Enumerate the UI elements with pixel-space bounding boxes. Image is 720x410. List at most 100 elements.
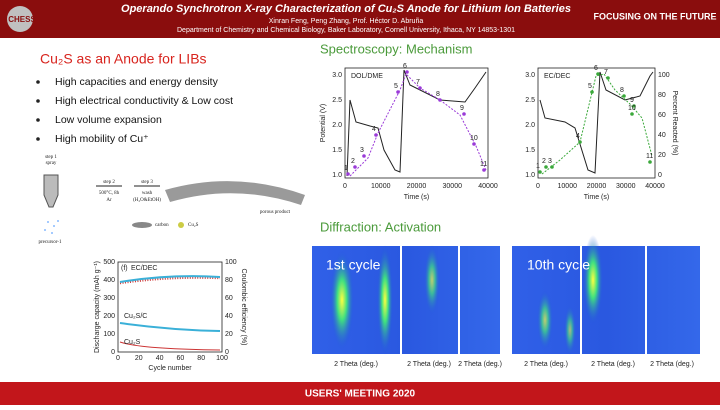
tick-label: 0 (225, 349, 229, 356)
bullet-dot (36, 99, 40, 103)
point-label: 9 (630, 97, 634, 104)
logo-mark (7, 6, 33, 32)
tick-label: 20 (135, 355, 143, 362)
tick-label: 80 (658, 92, 666, 99)
axis-label: 2 Theta (deg.) (334, 361, 378, 368)
cycling-cap3 (119, 341, 221, 351)
point-label: 10 (470, 135, 478, 142)
tick-label: 1.0 (525, 172, 535, 179)
tick-label: 100 (216, 355, 228, 362)
tick-label: 100 (103, 331, 115, 338)
point-label: 5 (588, 83, 592, 90)
tick-label: 20 (658, 152, 666, 159)
bullet-dot (36, 118, 40, 122)
affiliation: Department of Chemistry and Chemical Bio… (177, 27, 515, 34)
point (353, 165, 357, 169)
point (578, 140, 582, 144)
tick-label: 80 (197, 355, 205, 362)
point (632, 104, 636, 108)
axis-label: Time (s) (404, 194, 429, 201)
tick-label: 0 (343, 183, 347, 190)
point-label: 3 (360, 147, 364, 154)
tick-label: 40 (225, 313, 233, 320)
tick-label: 100 (658, 72, 670, 79)
bullet: Low volume expansion (55, 114, 162, 126)
tick-label: 30000 (616, 183, 636, 190)
point-label: 1 (344, 165, 348, 172)
point (482, 168, 486, 172)
plot-axes (344, 67, 489, 179)
potential-curve (539, 71, 654, 174)
series-label: Cu₂S (124, 339, 141, 346)
tick-label: 1.0 (332, 172, 342, 179)
axis-label: 2 Theta (deg.) (524, 361, 568, 368)
tagline: FOCUSING ON THE FUTURE (594, 11, 717, 21)
point-label: 11 (646, 153, 653, 160)
point-label: 3 (548, 158, 552, 165)
point-label: 8 (620, 87, 624, 94)
tick-label: 40 (156, 355, 164, 362)
panel-label: (f) (121, 265, 128, 272)
bullet-dot (36, 80, 40, 84)
point-label: 2 (351, 158, 355, 165)
bullet: High capacities and energy density (55, 76, 219, 88)
point (538, 170, 542, 174)
point-label: 5 (394, 83, 398, 90)
axis-label: Potential (V) (320, 104, 327, 143)
point-label: 8 (436, 91, 440, 98)
tick-label: 20 (225, 331, 233, 338)
cycling-axes (117, 261, 223, 353)
cycling-cap (119, 275, 221, 283)
tick-label: 40 (658, 132, 666, 139)
gas: Ar (106, 198, 112, 203)
tick-label: 1.5 (525, 147, 535, 154)
point (362, 154, 366, 158)
cond2: 500°C, 8h (99, 191, 120, 196)
panel-label: 1st cycle (326, 257, 381, 273)
cu2s: Cu₂S (188, 223, 199, 228)
tick-label: 2.5 (332, 97, 342, 104)
tick-label: 400 (103, 277, 115, 284)
point (374, 133, 378, 137)
tick-label: 60 (658, 112, 666, 119)
point (606, 76, 610, 80)
tick-label: 80 (225, 277, 233, 284)
precursor: precursor-1 (39, 240, 62, 245)
header-bar (0, 0, 720, 38)
point-label: 6 (594, 65, 598, 72)
axis-label: 2 Theta (deg.) (591, 361, 635, 368)
plot-axes (537, 67, 656, 179)
axis-label: Coulombic efficiency (%) (240, 269, 247, 346)
series-label: EC/DEC (131, 265, 157, 272)
authors: Xinran Feng, Peng Zhang, Prof. Héctor D.… (269, 18, 424, 25)
tick-label: 20000 (587, 183, 607, 190)
point-label: 9 (460, 105, 464, 112)
heading: Spectroscopy: Mechanism (320, 41, 472, 56)
tick-label: 300 (103, 295, 115, 302)
tick-label: 0 (116, 355, 120, 362)
axis-label: Discharge capacity (mAh g⁻¹) (94, 261, 101, 353)
point (396, 90, 400, 94)
point-label: 6 (403, 63, 407, 70)
point (472, 142, 476, 146)
axis-label: Cycle number (148, 365, 192, 372)
axis-label: 2 Theta (deg.) (407, 361, 451, 368)
point (590, 90, 594, 94)
point (550, 165, 554, 169)
axis-label: 2 Theta (deg.) (458, 361, 502, 368)
axis-label: Time (s) (584, 194, 609, 201)
tick-label: 10000 (371, 183, 391, 190)
tick-label: 500 (103, 259, 115, 266)
tick-label: 60 (177, 355, 185, 362)
tick-label: 1.5 (332, 147, 342, 154)
percent-curve (349, 73, 487, 177)
tick-label: 10000 (558, 183, 578, 190)
tick-label: 0 (111, 349, 115, 356)
carbon: carbon (155, 223, 169, 228)
point (462, 112, 466, 116)
point-label: 4 (576, 133, 580, 140)
series-label: Cu₂S/C (124, 313, 147, 320)
heading: Cu₂S as an Anode for LIBs (40, 51, 207, 67)
point-label: 11 (480, 161, 487, 168)
